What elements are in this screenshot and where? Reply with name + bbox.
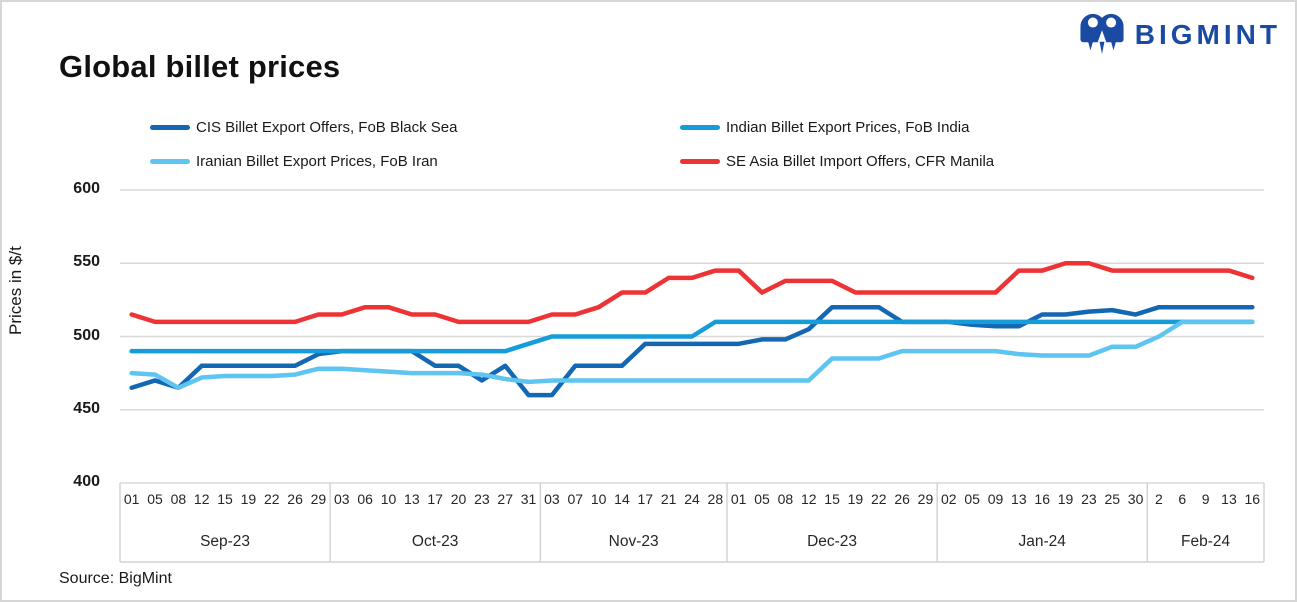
- x-axis-month-label: Nov-23: [608, 533, 659, 550]
- bigmint-logo-icon: [1080, 13, 1124, 55]
- source-note: Source: BigMint: [59, 570, 172, 587]
- x-axis-day-label: 22: [870, 491, 887, 507]
- x-axis-day-label: 01: [730, 491, 747, 507]
- x-axis-day-label: 23: [1081, 491, 1097, 507]
- y-axis-tick-label: 550: [73, 253, 100, 271]
- legend-item-seasia: SE Asia Billet Import Offers, CFR Manila: [680, 153, 994, 170]
- legend-swatch-indian: [680, 125, 720, 130]
- x-axis-day-label: 02: [941, 491, 957, 507]
- x-axis-month-label: Jan-24: [1018, 533, 1066, 550]
- x-axis-month-label: Sep-23: [200, 533, 251, 550]
- series-line-2: [129, 319, 1255, 391]
- x-axis-day-label: 19: [847, 491, 864, 507]
- x-axis-month-label: Oct-23: [411, 533, 459, 550]
- x-axis-day-label: 19: [240, 491, 257, 507]
- x-axis-day-label: 20: [450, 491, 467, 507]
- y-axis-tick-label: 600: [73, 180, 100, 197]
- x-axis-day-label: 15: [824, 491, 840, 507]
- x-axis-month-label: Feb-24: [1181, 533, 1231, 550]
- x-axis-day-label: 17: [427, 491, 443, 507]
- series-line-0: [129, 304, 1255, 398]
- y-axis-tick-label: 450: [73, 399, 100, 417]
- legend-swatch-seasia: [680, 159, 720, 164]
- x-axis-day-label: 21: [660, 491, 677, 507]
- x-axis-day-label: 01: [123, 491, 140, 507]
- x-axis-day-label: 26: [894, 491, 910, 507]
- legend-swatch-iranian: [150, 159, 190, 164]
- x-axis-day-label: 9: [1201, 491, 1210, 507]
- x-axis-day-label: 23: [474, 491, 490, 507]
- x-axis-day-label: 2: [1155, 491, 1163, 507]
- x-axis-day-label: 29: [917, 491, 934, 507]
- y-axis-tick-label: 500: [73, 326, 100, 344]
- x-axis-day-label: 08: [777, 491, 794, 507]
- legend-item-iranian: Iranian Billet Export Prices, FoB Iran: [150, 153, 438, 170]
- legend-label-cis: CIS Billet Export Offers, FoB Black Sea: [196, 119, 458, 136]
- x-axis-day-label: 16: [1244, 491, 1261, 507]
- y-axis-tick-label: 400: [73, 473, 100, 490]
- x-axis-day-label: 26: [287, 491, 303, 507]
- legend-label-indian: Indian Billet Export Prices, FoB India: [726, 119, 970, 136]
- x-axis-day-label: 13: [1011, 491, 1027, 507]
- legend-item-indian: Indian Billet Export Prices, FoB India: [680, 119, 969, 136]
- x-axis-day-label: 09: [987, 491, 1004, 507]
- x-axis-day-label: 05: [754, 491, 770, 507]
- x-axis-day-label: 05: [964, 491, 980, 507]
- x-axis-day-label: 16: [1034, 491, 1050, 507]
- x-axis-day-label: 31: [520, 491, 537, 507]
- x-axis-day-label: 08: [170, 491, 187, 507]
- x-axis-day-label: 03: [544, 491, 560, 507]
- x-axis-day-label: 29: [310, 491, 327, 507]
- x-axis-day-label: 25: [1104, 491, 1121, 507]
- legend-label-iranian: Iranian Billet Export Prices, FoB Iran: [196, 153, 438, 170]
- x-axis-day-label: 24: [684, 491, 700, 507]
- x-axis-day-label: 30: [1127, 491, 1144, 507]
- x-axis-day-label: 06: [357, 491, 373, 507]
- legend-label-seasia: SE Asia Billet Import Offers, CFR Manila: [726, 153, 995, 170]
- page-title: Global billet prices: [59, 49, 341, 84]
- x-axis-day-label: 10: [380, 491, 397, 507]
- x-axis-day-label: 07: [567, 491, 584, 507]
- x-axis-day-label: 22: [263, 491, 280, 507]
- x-axis-day-label: 19: [1057, 491, 1074, 507]
- x-axis-day-label: 12: [800, 491, 817, 507]
- x-axis-day-label: 03: [333, 491, 350, 507]
- x-axis-month-label: Dec-23: [807, 533, 858, 550]
- legend-swatch-cis: [150, 125, 190, 130]
- x-axis-day-label: 12: [193, 491, 210, 507]
- x-axis-day-label: 27: [497, 491, 513, 507]
- x-axis-day-label: 13: [1221, 491, 1237, 507]
- x-axis-day-label: 13: [404, 491, 420, 507]
- series-line-3: [129, 261, 1255, 325]
- x-axis-day-label: 6: [1178, 491, 1187, 507]
- x-axis-day-label: 05: [147, 491, 163, 507]
- legend-item-cis: CIS Billet Export Offers, FoB Black Sea: [150, 119, 458, 136]
- x-axis-day-label: 14: [614, 491, 630, 507]
- x-axis-day-label: 28: [707, 491, 724, 507]
- bigmint-logo: BIGMINT: [1079, 12, 1281, 58]
- series-line-1: [129, 319, 1255, 354]
- bigmint-logo-text: BIGMINT: [1134, 19, 1281, 50]
- x-axis-day-label: 15: [217, 491, 233, 507]
- x-axis-day-label: 17: [637, 491, 654, 507]
- x-axis-day-label: 10: [590, 491, 607, 507]
